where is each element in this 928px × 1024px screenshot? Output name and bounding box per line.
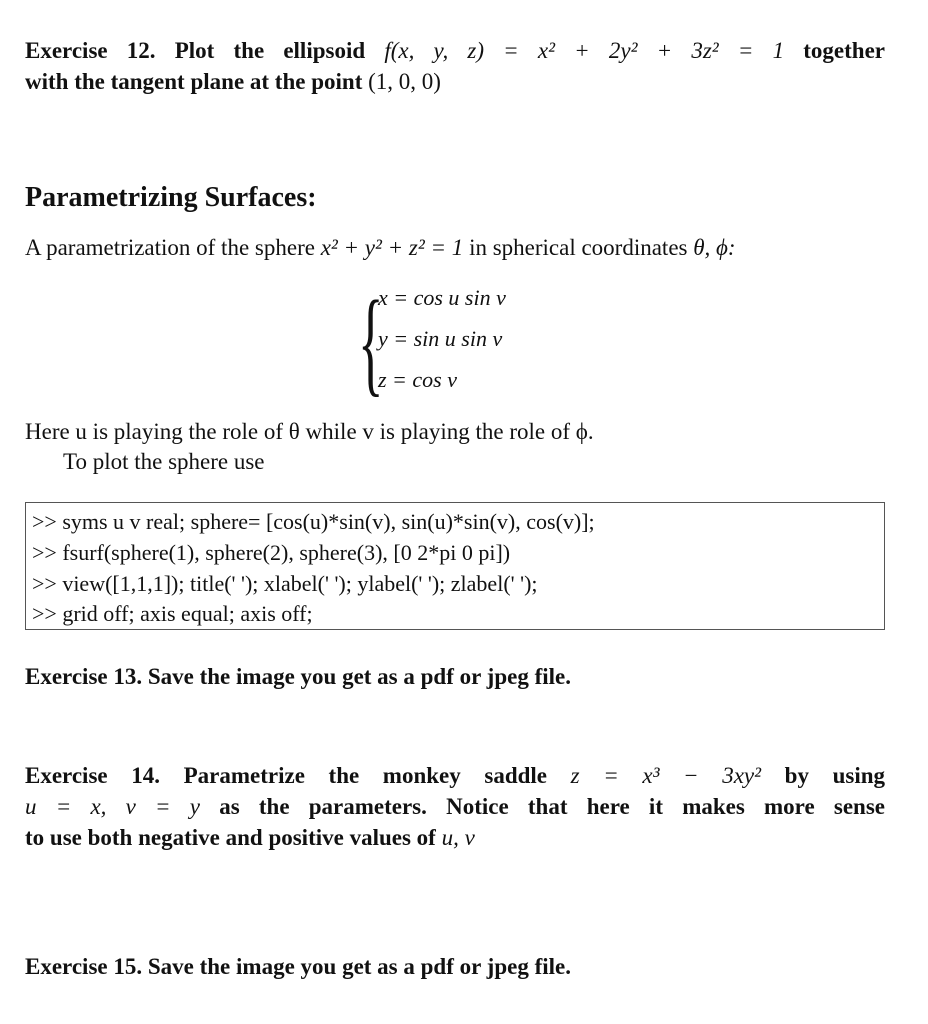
math: θ, ϕ: [693,235,736,260]
intro-line: A parametrization of the sphere x² + y² … [25,234,885,262]
math: f(x, y, z) = x² + 2y² + 3z² = 1 [384,38,785,63]
text: A parametrization of the sphere [25,235,315,260]
math: x² + y² + z² = 1 [320,235,464,260]
math: u, v [441,825,475,850]
exercise-12-line-2: with the tangent plane at the point (1, … [25,68,885,96]
math: z = x³ − 3xy² [570,763,762,788]
text: Save the image you get as a pdf or jpeg … [147,954,571,979]
exercise-label: Exercise 12. [25,38,156,63]
code-line: >> fsurf(sphere(1), sphere(2), sphere(3)… [32,540,511,565]
math: u = x, v = y [25,794,200,819]
plot-line: To plot the sphere use [63,449,265,474]
text: Save the image you get as a pdf or jpeg … [147,664,571,689]
text: as the parameters. Notice that here it m… [219,794,885,819]
code-line: >> view([1,1,1]); title(' '); xlabel(' '… [32,571,538,596]
text: to use both negative and positive values… [25,825,436,850]
exercise-label: Exercise 14. [25,763,160,788]
equation: y = sin u sin v [378,326,503,351]
exercise-14-line-2: u = x, v = y as the parameters. Notice t… [25,793,885,821]
text: with the tangent plane at the point [25,69,363,94]
text: by using [784,763,886,788]
equation: x = cos u sin v [378,285,506,310]
exercise-label: Exercise 15. [25,954,143,979]
code-box: >> syms u v real; sphere= [cos(u)*sin(v)… [25,502,885,630]
equation: z = cos v [378,367,457,392]
text: together [803,38,886,63]
math: (1, 0, 0) [368,69,441,94]
here-line: Here u is playing the role of θ while v … [25,419,594,444]
exercise-15: Exercise 15. Save the image you get as a… [25,953,885,981]
exercise-12-line-1: Exercise 12. Plot the ellipsoid f(x, y, … [25,37,885,65]
code-line: >> syms u v real; sphere= [cos(u)*sin(v)… [32,509,595,534]
exercise-14-line-3: to use both negative and positive values… [25,824,885,852]
text: in spherical coordinates [469,235,688,260]
exercise-14-line-1: Exercise 14. Parametrize the monkey sadd… [25,762,885,790]
section-heading: Parametrizing Surfaces: [25,182,317,213]
exercise-label: Exercise 13. [25,664,143,689]
text: Plot the ellipsoid [174,38,366,63]
brace-icon: { [358,276,384,407]
exercise-13: Exercise 13. Save the image you get as a… [25,663,885,691]
code-line: >> grid off; axis equal; axis off; [32,601,313,626]
text: Parametrize the monkey saddle [183,763,548,788]
